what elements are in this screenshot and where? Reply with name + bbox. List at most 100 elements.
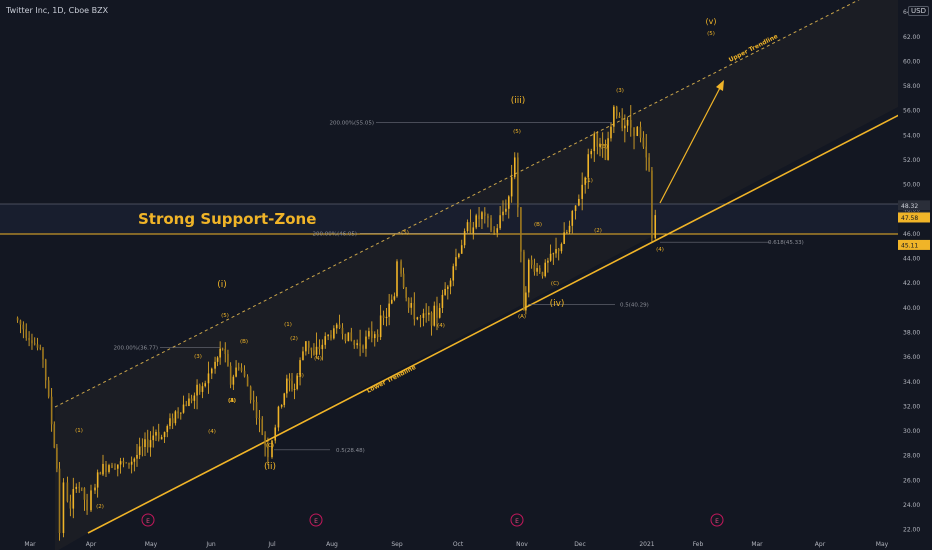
- upper-trendline[interactable]: [54, 0, 898, 408]
- candle-body: [335, 324, 338, 329]
- candle-body: [302, 351, 304, 361]
- candle-body: [388, 303, 390, 317]
- candle-body: [629, 119, 632, 128]
- candle-body: [141, 446, 144, 448]
- candle-body: [549, 253, 552, 261]
- price-label: 47.58: [901, 215, 918, 222]
- candle-body: [447, 286, 449, 289]
- candle-body: [379, 315, 382, 338]
- candle-body: [152, 435, 155, 441]
- candle-body: [347, 332, 350, 342]
- wave-label: (B): [240, 339, 248, 345]
- candle-body: [229, 365, 232, 385]
- candle-body: [469, 222, 472, 234]
- candle-body: [125, 462, 127, 464]
- candle-body: [216, 357, 219, 362]
- candle-body: [419, 317, 422, 319]
- candle-body: [207, 373, 210, 384]
- candle-body: [232, 376, 235, 385]
- candle-body: [307, 341, 310, 348]
- wave-label: (2): [228, 398, 236, 404]
- candle-body: [441, 294, 444, 308]
- candle-body: [130, 461, 133, 465]
- candle-body: [651, 170, 653, 239]
- price-tick: 30.00: [903, 428, 920, 435]
- candle-body: [455, 257, 457, 267]
- price-tick: 26.00: [903, 477, 920, 484]
- wave-label: (A): [228, 398, 236, 404]
- time-tick: Sep: [391, 541, 403, 548]
- fib-level-label: 200.00%(55.05): [329, 120, 374, 126]
- candle-body: [221, 348, 224, 350]
- candle-body: [552, 253, 555, 255]
- wave-label: (iii): [511, 96, 526, 106]
- candle-body: [102, 463, 104, 475]
- time-tick: Jul: [267, 541, 276, 548]
- candle-body: [25, 329, 28, 338]
- candle-body: [356, 343, 358, 346]
- candle-body: [382, 315, 385, 318]
- candle-body: [47, 380, 50, 397]
- candle-body: [466, 222, 469, 232]
- price-label: 45.11: [901, 242, 918, 249]
- candle-body: [50, 396, 53, 425]
- candle-body: [560, 243, 563, 252]
- candle-body: [607, 138, 609, 160]
- candle-body: [517, 157, 519, 208]
- candle-body: [593, 133, 596, 152]
- earnings-marker[interactable]: [141, 513, 155, 527]
- candle-body: [214, 361, 216, 369]
- candle-body: [438, 307, 441, 318]
- currency-badge[interactable]: USD: [908, 6, 929, 16]
- price-tick: 60.00: [903, 58, 920, 65]
- price-tick: 38.00: [903, 330, 920, 337]
- price-label: 48.32: [901, 203, 918, 210]
- earnings-marker[interactable]: [309, 513, 323, 527]
- candle-body: [119, 461, 122, 465]
- candle-body: [633, 127, 635, 136]
- candle-body: [566, 232, 568, 234]
- candle-body: [590, 151, 593, 155]
- candle-body: [484, 212, 486, 216]
- candle-body: [299, 360, 301, 376]
- wave-label: (1): [75, 428, 83, 434]
- candle-body: [255, 401, 258, 419]
- price-tick: 56.00: [903, 108, 920, 115]
- time-tick: Feb: [693, 541, 704, 548]
- earnings-marker[interactable]: [710, 513, 724, 527]
- candle-body: [645, 146, 648, 158]
- candle-body: [557, 249, 560, 252]
- candle-body: [642, 137, 645, 147]
- candle-body: [144, 439, 146, 447]
- candle-body: [28, 337, 30, 341]
- candle-body: [496, 228, 499, 233]
- wave-label: (2): [290, 336, 298, 342]
- candle-body: [581, 184, 583, 199]
- wave-label: (3): [228, 398, 236, 404]
- earnings-marker[interactable]: [510, 513, 524, 527]
- candle-body: [160, 437, 163, 440]
- wave-label: (5): [221, 313, 229, 319]
- candle-body: [227, 354, 229, 366]
- candle-body: [201, 386, 204, 392]
- candle-body: [587, 154, 590, 178]
- candle-body: [31, 340, 33, 344]
- wave-label: (4): [656, 247, 664, 253]
- lower-trendline[interactable]: [87, 97, 932, 534]
- candle-body: [94, 487, 96, 491]
- wave-label: (4): [314, 356, 322, 362]
- candle-body: [613, 106, 615, 127]
- candle-body: [639, 126, 642, 138]
- candle-body: [449, 280, 452, 287]
- candle-body: [193, 395, 196, 401]
- candle-body: [280, 404, 283, 407]
- time-tick: Apr: [815, 541, 826, 548]
- candle-body: [327, 334, 329, 337]
- earnings-marker-label: E: [515, 518, 519, 525]
- candle-body: [413, 302, 416, 320]
- candle-body: [198, 384, 201, 392]
- candle-body: [149, 440, 152, 448]
- candle-body: [407, 297, 410, 308]
- candle-body: [180, 412, 182, 414]
